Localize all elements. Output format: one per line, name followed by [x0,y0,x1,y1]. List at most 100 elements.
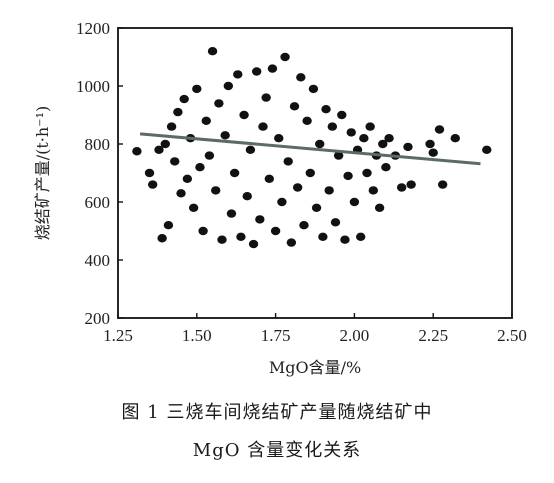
y-tick-label: 1000 [76,77,110,96]
scatter-point [286,238,297,247]
scatter-point [337,110,347,120]
scatter-point [173,107,183,117]
scatter-point [192,84,202,94]
scatter-point [425,139,435,149]
scatter-point [365,122,375,131]
scatter-point [406,180,416,189]
scatter-point [289,102,300,111]
scatter-point [274,134,284,143]
scatter-point [428,148,438,157]
scatter-point [236,232,246,241]
scatter-point [384,134,394,143]
scatter-point [144,168,155,178]
scatter-point [356,232,366,241]
scatter-point [450,134,460,143]
scatter-point [242,192,252,201]
scatter-point [270,226,281,236]
scatter-point [217,235,227,244]
scatter-point [132,147,142,156]
scatter-point [381,163,391,172]
scatter-point [368,186,379,195]
scatter-point [258,122,268,131]
scatter-point [305,168,315,178]
scatter-point [267,64,278,73]
scatter-point [233,70,243,79]
scatter-point [434,125,445,134]
scatter-point [147,180,158,189]
scatter-point [330,218,341,227]
scatter-point [166,122,177,131]
x-tick-label: 1.75 [261,326,291,345]
y-axis-title: 烧结矿产量/(t·h⁻¹) [33,106,52,241]
scatter-point [157,234,167,243]
x-tick-label: 2.00 [340,326,370,345]
scatter-point [324,186,334,195]
scatter-point [255,215,265,224]
tick-layer: 1.25 1.50 1.75 2.00 2.25 2.50 200 400 600 800 1000… [76,19,527,345]
scatter-point [201,116,211,126]
scatter-point [223,81,234,91]
scatter-point [349,197,360,207]
y-tick-label: 600 [85,193,111,212]
scatter-point [437,180,448,189]
y-tick-label: 1200 [76,19,110,38]
y-tick-label: 200 [85,309,111,328]
scatter-point [482,145,492,154]
scatter-point [280,52,290,62]
x-tick-label: 1.50 [182,326,212,345]
plot-frame [117,27,513,319]
scatter-point [239,110,249,120]
x-tick-label: 2.25 [418,326,448,345]
scatter-point [248,239,259,249]
scatter-point [296,73,306,82]
scatter-point [163,221,174,230]
x-axis-title: MgO含量/% [269,358,361,377]
scatter-point [220,131,230,140]
scatter-point [226,209,237,218]
scatter-point [302,116,312,126]
scatter-point [195,163,205,172]
y-tick-label: 400 [85,251,111,270]
scatter-point [198,226,208,236]
scatter-point [340,235,350,244]
scatter-point [283,157,293,166]
scatter-point [154,145,164,154]
trendline [139,132,481,166]
scatter-point [207,47,218,56]
scatter-point [229,168,240,178]
scatter-point [204,151,215,160]
scatter-point [299,221,309,230]
scatter-point [321,105,331,114]
scatter-point [188,203,199,212]
scatter-point [396,183,407,192]
scatter-point [315,139,325,149]
scatter-point [311,203,322,212]
scatter-point [214,99,224,108]
scatter-point [179,94,189,104]
scatter-chart: 1.25 1.50 1.75 2.00 2.25 2.50 200 400 600 800 1000… [33,19,527,377]
scatter-point [359,134,369,143]
scatter-point [277,197,287,207]
scatter-point [346,128,356,137]
scatter-point [362,168,372,178]
scatter-point [403,142,413,152]
scatter-point [211,186,221,195]
scatter-point [245,145,256,154]
scatter-point [251,67,262,76]
figure-caption-line1: 图 1 三烧车间烧结矿产量随烧结矿中 [121,402,433,423]
scatter-point [182,174,193,183]
scatter-point [378,139,388,149]
scatter-point [327,122,338,131]
x-tick-label: 1.25 [103,326,133,345]
scatter-point [264,174,274,183]
x-tick-label: 2.50 [497,326,527,345]
scatter-point [308,84,319,94]
scatter-point [333,151,344,160]
figure-caption-line2: MgO 含量变化关系 [192,440,362,461]
y-tick-label: 800 [85,135,111,154]
scatter-point [343,171,353,181]
scatter-point [170,157,180,166]
scatter-point [374,203,385,212]
scatter-point [176,189,186,198]
scatter-point [261,93,271,102]
